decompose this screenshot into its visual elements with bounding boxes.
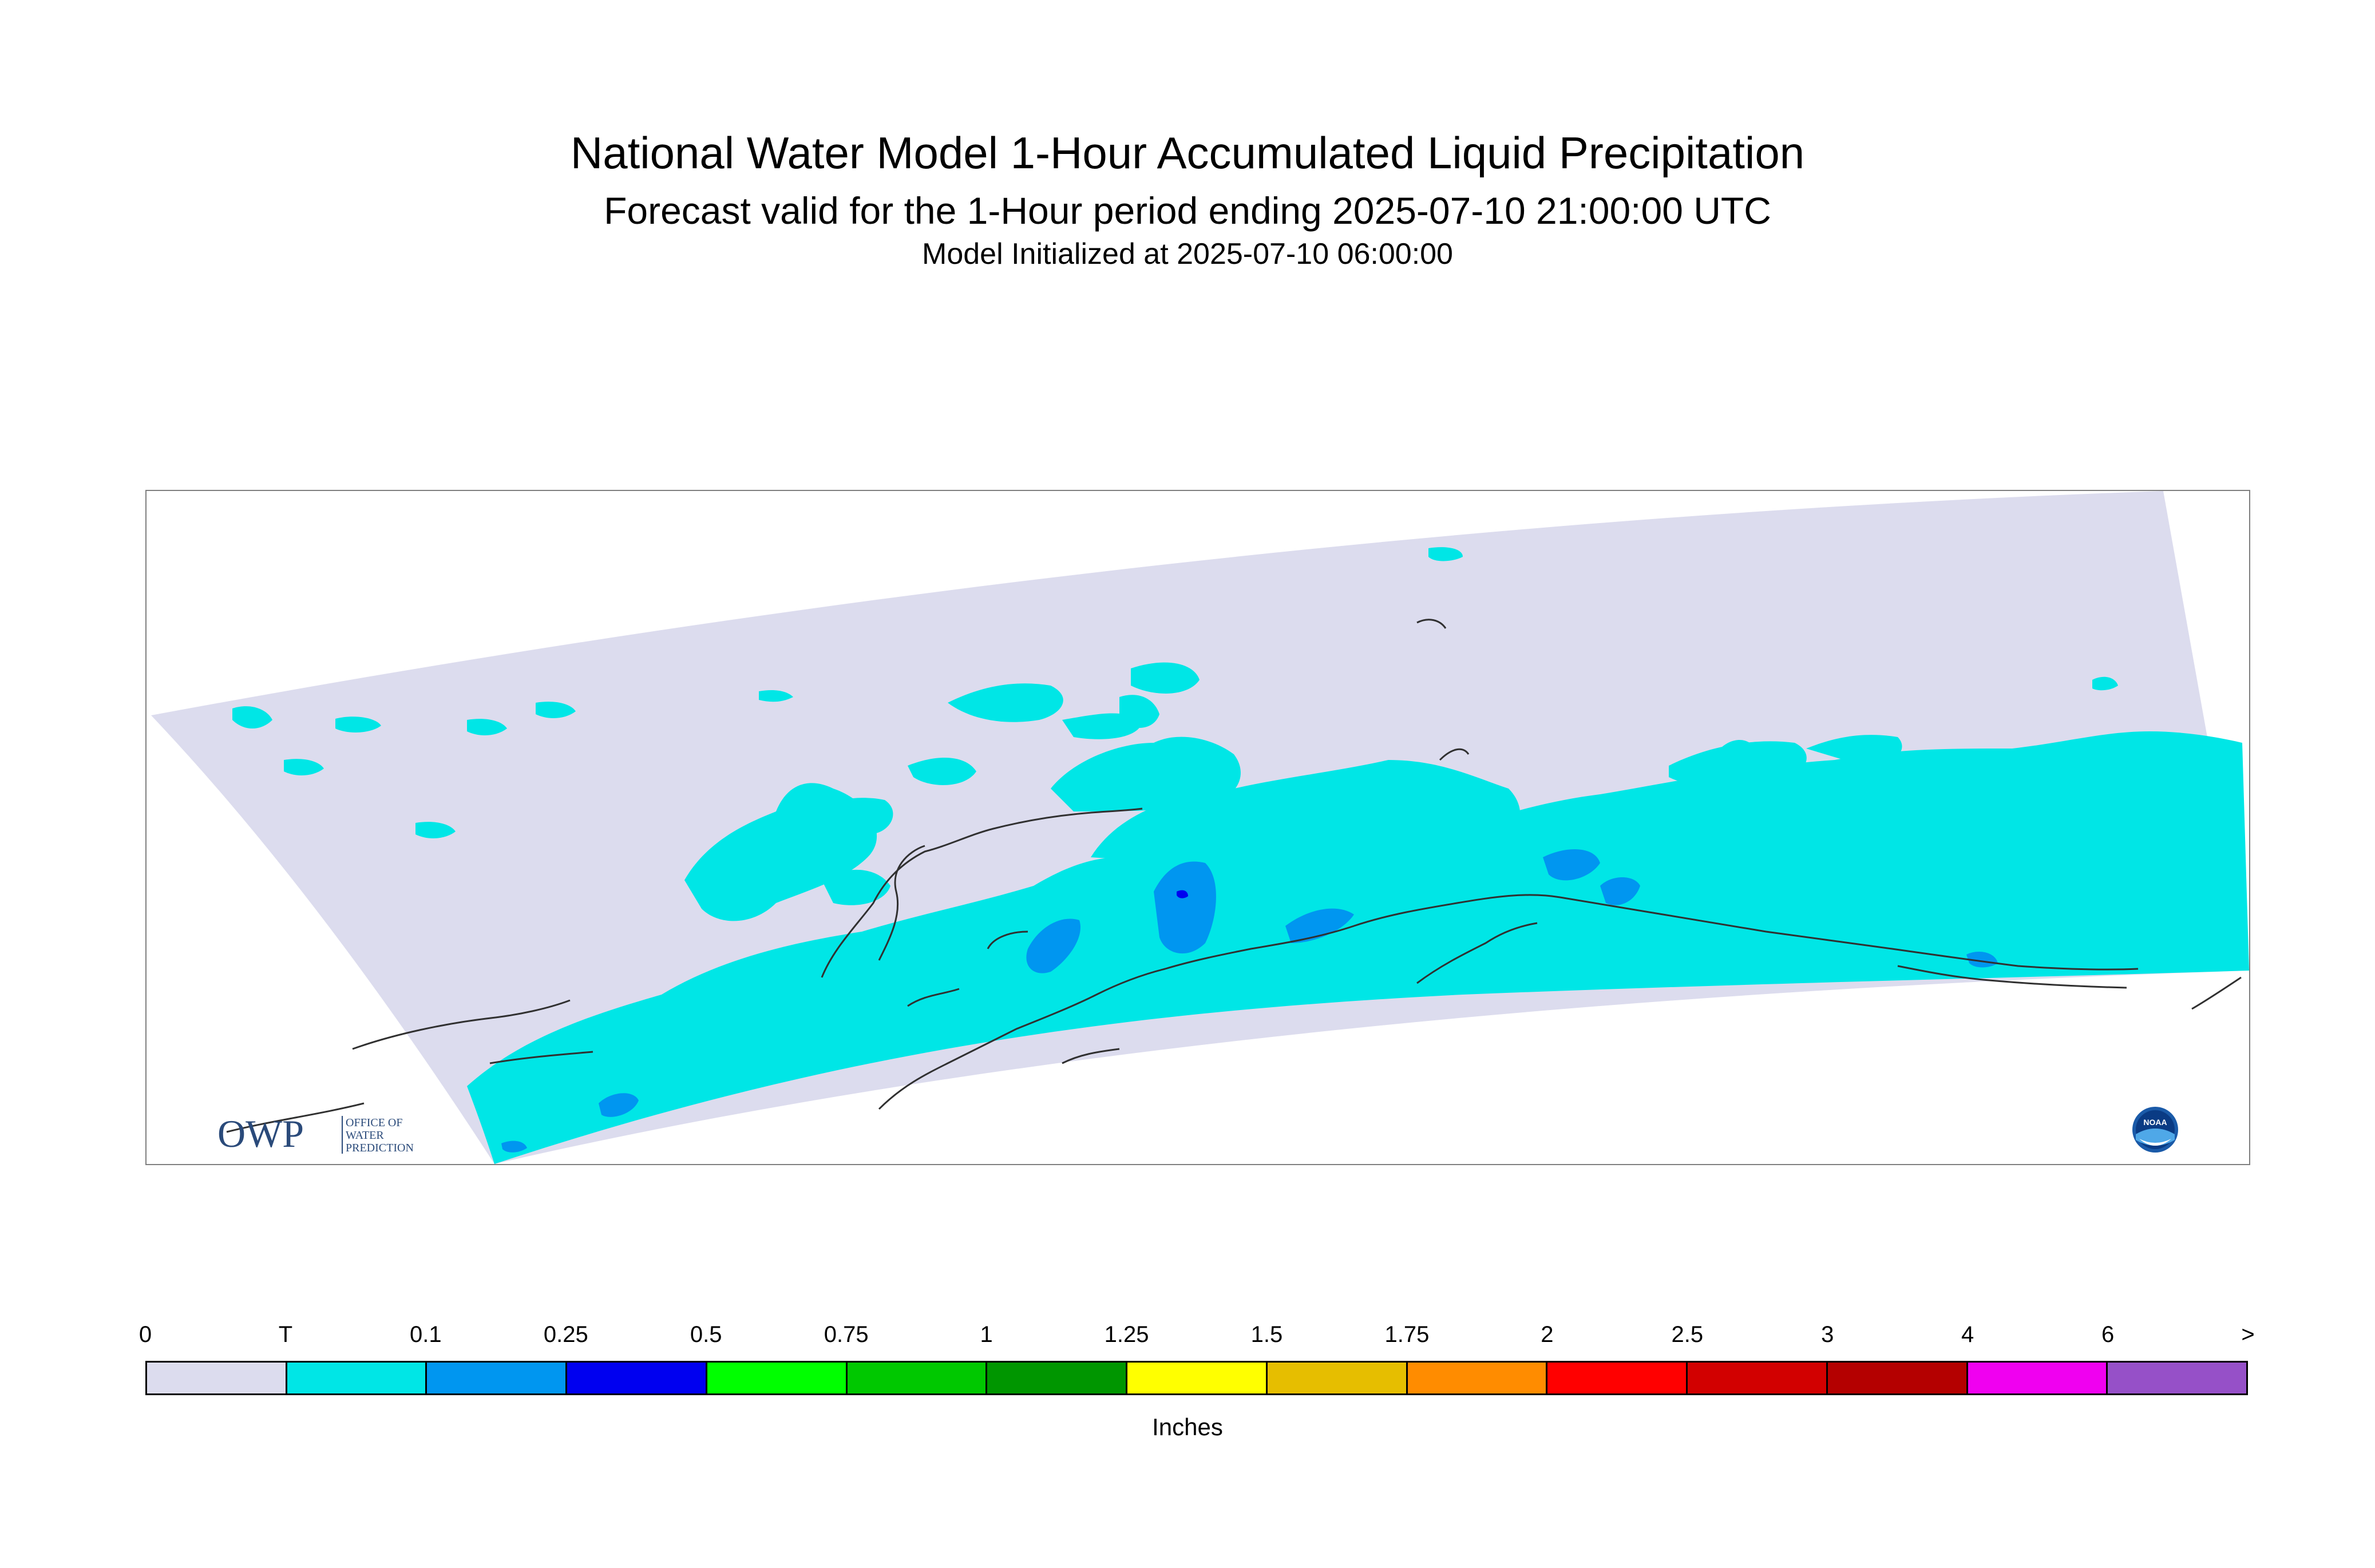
legend-tick-label: 0.25 <box>543 1322 588 1347</box>
legend-swatch <box>567 1363 707 1393</box>
owp-logo-line-1: OFFICE OF <box>346 1116 402 1129</box>
legend-tick-label: 1.5 <box>1250 1322 1283 1347</box>
legend-unit-label: Inches <box>1152 1413 1223 1440</box>
legend-swatch <box>287 1363 428 1393</box>
legend-swatch <box>147 1363 287 1393</box>
legend-swatch <box>1547 1363 1688 1393</box>
coastlines <box>226 619 2242 1133</box>
legend-tick-label: 2.5 <box>1671 1322 1704 1347</box>
legend-tick-label: 0 <box>138 1322 152 1347</box>
map-panel <box>145 490 2250 1165</box>
owp-logo: OWP OFFICE OF WATER PREDICTION <box>217 1111 435 1157</box>
owp-logo-line-2: WATER <box>346 1129 384 1142</box>
precip-moderate-areas <box>1177 890 1188 898</box>
legend-swatch <box>1127 1363 1268 1393</box>
legend-swatch <box>1407 1363 1548 1393</box>
owp-logo-line-3: PREDICTION <box>346 1142 414 1154</box>
legend-tick-label: 1.75 <box>1384 1322 1430 1347</box>
legend-tick-label: 1.25 <box>1104 1322 1149 1347</box>
legend-swatch <box>987 1363 1128 1393</box>
legend-tick-label: > <box>2241 1322 2255 1347</box>
legend-swatch <box>2108 1363 2247 1393</box>
legend-swatch <box>1267 1363 1408 1393</box>
legend-swatch <box>1688 1363 1828 1393</box>
legend-tick-label: 1 <box>980 1322 993 1347</box>
legend-tick-label: 2 <box>1541 1322 1554 1347</box>
legend-tick-label: 0.75 <box>824 1322 869 1347</box>
map-title: National Water Model 1-Hour Accumulated … <box>570 128 1805 178</box>
legend-swatch <box>847 1363 988 1393</box>
legend-tick-label: T <box>278 1322 293 1347</box>
noaa-logo-text: NOAA <box>2143 1118 2167 1127</box>
legend-tick-label: 6 <box>2101 1322 2115 1347</box>
map-subtitle: Forecast valid for the 1-Hour period end… <box>604 189 1771 232</box>
legend-swatch <box>1827 1363 1968 1393</box>
legend-swatch <box>427 1363 568 1393</box>
owp-logo-mark: OWP <box>217 1112 304 1155</box>
legend-tick-label: 4 <box>1961 1322 1974 1347</box>
legend-tick-label: 0.1 <box>410 1322 442 1347</box>
legend-swatch <box>1968 1363 2108 1393</box>
legend-tick-label: 3 <box>1821 1322 1834 1347</box>
legend-swatch <box>707 1363 848 1393</box>
legend-colorbar <box>145 1361 2248 1395</box>
legend-tick-label: 0.5 <box>690 1322 722 1347</box>
precipitation-map <box>151 491 2249 1164</box>
noaa-logo: NOAA <box>2131 1106 2179 1154</box>
precip-trace-areas <box>232 547 2249 1164</box>
model-init-line: Model Initialized at 2025-07-10 06:00:00 <box>922 237 1453 271</box>
precip-light-areas <box>501 849 1998 1153</box>
